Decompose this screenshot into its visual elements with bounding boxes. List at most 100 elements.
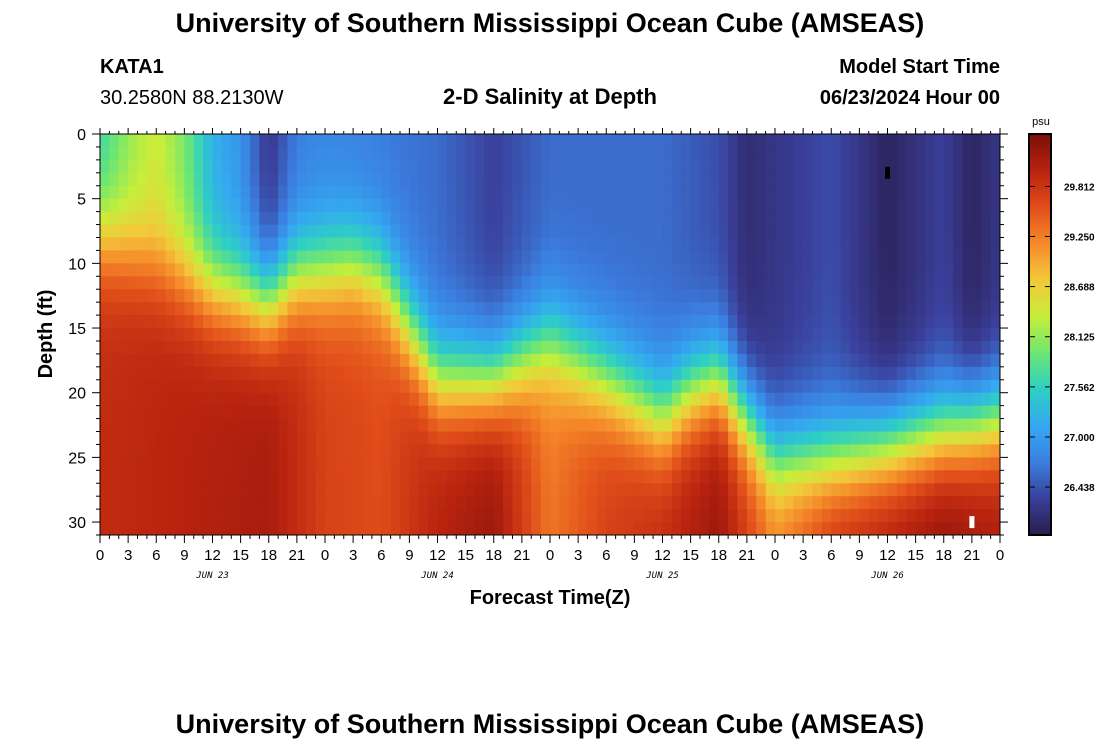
heatmap-cell	[821, 198, 832, 213]
heatmap-cell	[503, 444, 514, 458]
heatmap-cell	[775, 134, 785, 148]
heatmap-cell	[184, 353, 195, 368]
heatmap-cell	[306, 405, 317, 420]
heatmap-cell	[531, 418, 542, 433]
heatmap-cell	[437, 263, 448, 277]
heatmap-cell	[878, 509, 889, 523]
heatmap-cell	[259, 483, 270, 497]
heatmap-cell	[456, 172, 467, 187]
heatmap-cell	[971, 302, 982, 316]
heatmap-cell	[240, 172, 251, 187]
heatmap-cell	[212, 457, 223, 471]
heatmap-cell	[793, 198, 804, 213]
heatmap-cell	[315, 379, 326, 394]
heatmap-cell	[981, 340, 992, 355]
heatmap-cell	[756, 185, 767, 200]
heatmap-cell	[193, 302, 204, 316]
heatmap-cell	[390, 418, 401, 433]
heatmap-cell	[400, 379, 410, 394]
heatmap-cell	[943, 366, 954, 381]
heatmap-cell	[559, 509, 570, 523]
heatmap-cell	[821, 470, 832, 484]
heatmap-cell	[259, 302, 270, 316]
heatmap-cell	[896, 431, 907, 446]
heatmap-cell	[137, 159, 148, 174]
heatmap-cell	[250, 302, 260, 316]
heatmap-cell	[400, 263, 410, 277]
heatmap-cell	[925, 340, 935, 355]
heatmap-cell	[690, 185, 701, 200]
heatmap-cell	[803, 263, 814, 277]
heatmap-cell	[812, 172, 823, 187]
heatmap-cell	[343, 263, 354, 277]
heatmap-cell	[400, 392, 410, 407]
heatmap-cell	[118, 172, 129, 187]
heatmap-cell	[746, 263, 757, 277]
heatmap-cell	[859, 146, 870, 161]
heatmap-cell	[109, 470, 120, 484]
heatmap-cell	[728, 172, 739, 187]
heatmap-cell	[109, 444, 120, 458]
heatmap-cell	[371, 496, 382, 510]
heatmap-cell	[606, 418, 617, 433]
heatmap-cell	[625, 134, 635, 148]
heatmap-cell	[268, 172, 279, 187]
heatmap-cell	[521, 509, 532, 523]
heatmap-cell	[428, 340, 439, 355]
heatmap-cell	[409, 146, 420, 161]
heatmap-cell	[109, 263, 120, 277]
heatmap-cell	[662, 379, 673, 394]
heatmap-cell	[915, 470, 926, 484]
heatmap-cell	[287, 353, 298, 368]
heatmap-cell	[250, 263, 260, 277]
heatmap-cell	[409, 263, 420, 277]
heatmap-cell	[550, 366, 560, 381]
heatmap-cell	[287, 185, 298, 200]
colorbar-ticks: 29.81229.25028.68828.12527.56227.00026.4…	[1029, 182, 1095, 494]
heatmap-cell	[175, 509, 185, 523]
heatmap-cell	[118, 405, 129, 420]
heatmap-cell	[934, 418, 945, 433]
heatmap-cell	[662, 366, 673, 381]
heatmap-cell	[587, 159, 598, 174]
heatmap-cell	[175, 522, 185, 535]
heatmap-cell	[990, 134, 1000, 148]
heatmap-cell	[868, 353, 879, 368]
heatmap-cell	[550, 146, 560, 161]
heatmap-cell	[821, 263, 832, 277]
heatmap-cell	[484, 444, 495, 458]
heatmap-cell	[156, 392, 167, 407]
heatmap-cell	[100, 134, 110, 148]
heatmap-cell	[409, 470, 420, 484]
x-tick-label: 21	[739, 547, 756, 564]
heatmap-cell	[756, 302, 767, 316]
heatmap-cell	[643, 496, 654, 510]
heatmap-cell	[381, 328, 392, 342]
heatmap-cell	[221, 185, 232, 200]
heatmap-cell	[118, 483, 129, 497]
heatmap-cell	[512, 302, 523, 316]
heatmap-cell	[512, 237, 523, 252]
heatmap-cell	[221, 366, 232, 381]
heatmap-cell	[615, 483, 626, 497]
heatmap-cell	[568, 302, 579, 316]
heatmap-cell	[840, 237, 851, 252]
heatmap-cell	[981, 392, 992, 407]
heatmap-cell	[981, 250, 992, 264]
x-tick-label: 6	[152, 547, 160, 564]
heatmap-cell	[165, 431, 176, 446]
heatmap-cell	[456, 431, 467, 446]
heatmap-cell	[306, 496, 317, 510]
heatmap-cell	[643, 366, 654, 381]
heatmap-cell	[878, 340, 889, 355]
heatmap-cell	[203, 483, 214, 497]
heatmap-cell	[821, 353, 832, 368]
heatmap-cell	[625, 470, 635, 484]
heatmap-cell	[765, 392, 776, 407]
heatmap-cell	[765, 522, 776, 535]
heatmap-cell	[756, 263, 767, 277]
heatmap-cell	[634, 444, 645, 458]
heatmap-cell	[653, 302, 664, 316]
heatmap-cell	[137, 431, 148, 446]
heatmap-cell	[962, 276, 973, 290]
